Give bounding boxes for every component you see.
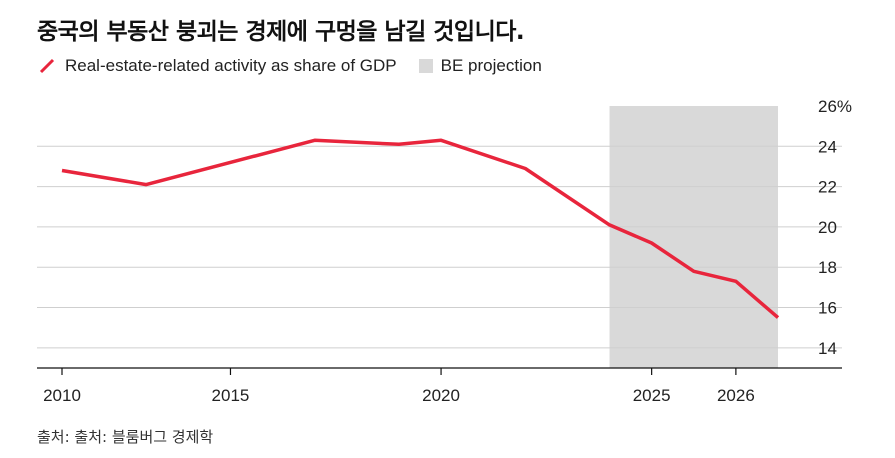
y-tick-label: 24 [818,137,837,156]
projection-legend-swatch [418,59,433,73]
x-tick-label: 2020 [422,386,460,405]
y-tick-label: 20 [818,218,837,237]
y-tick-label: 16 [818,299,837,318]
y-tick-label: 18 [818,258,837,277]
legend: Real-estate-related activity as share of… [38,56,542,76]
y-tick-label: 26% [818,97,852,116]
series-line [61,138,780,319]
x-tick-label: 2025 [633,386,671,405]
chart-title: 중국의 부동산 붕괴는 경제에 구멍을 남길 것입니다. [37,19,525,45]
source-note: 출처: 출처: 블룸버그 경제학 [37,428,214,446]
y-tick-label: 14 [818,339,837,358]
series-legend-label: Real-estate-related activity as share of… [65,56,397,75]
y-tick-label: 22 [818,178,837,197]
x-tick-label: 2010 [43,386,81,405]
series-legend-swatch [39,58,55,74]
x-tick-label: 2026 [717,386,755,405]
projection-legend-label: BE projection [440,56,542,75]
x-tick-label: 2015 [212,386,250,405]
